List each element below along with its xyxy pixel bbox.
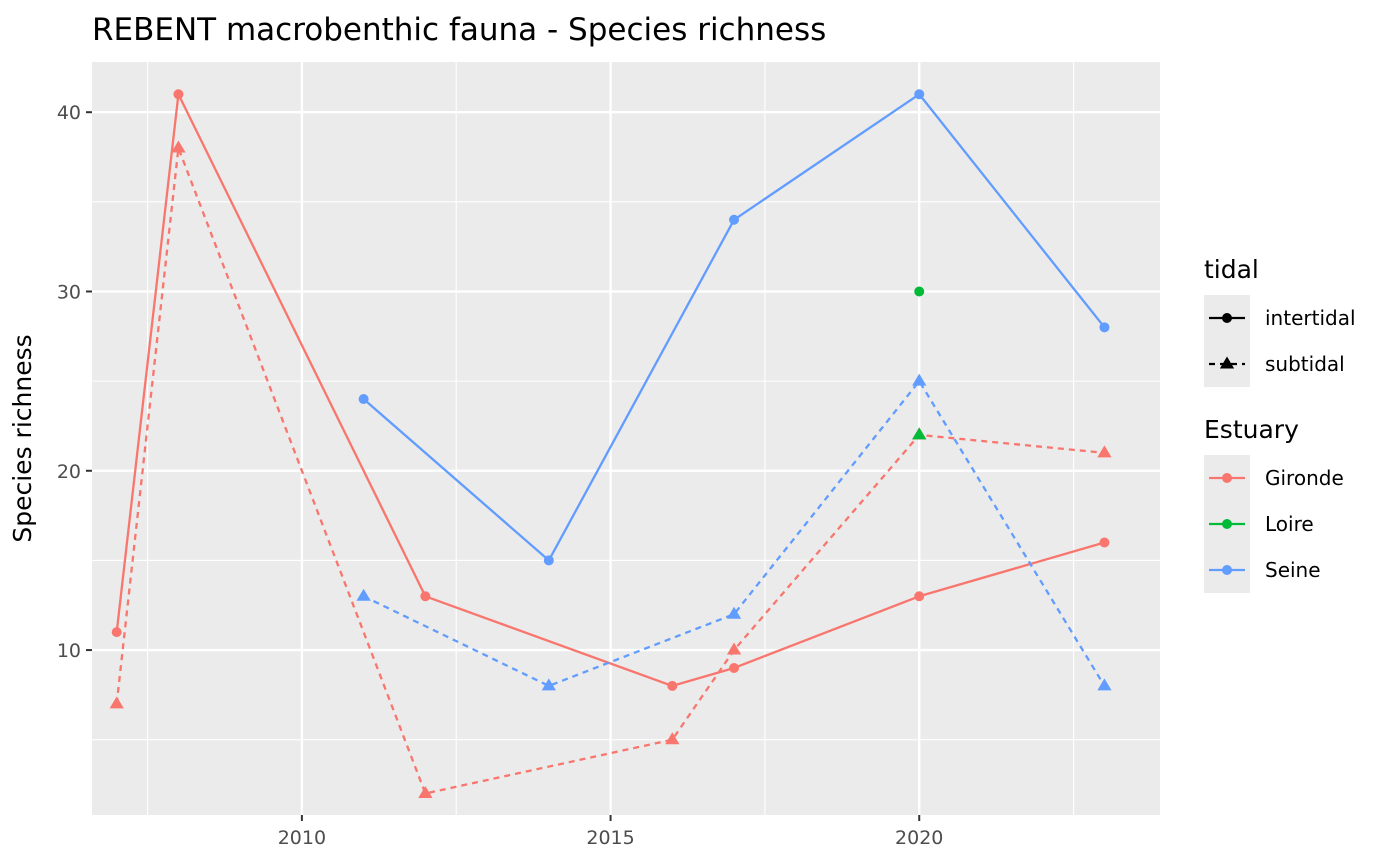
data-point <box>726 642 742 655</box>
data-point <box>543 555 554 566</box>
plot-panel <box>92 62 1160 815</box>
data-point <box>1099 537 1110 548</box>
data-point <box>729 214 740 225</box>
data-point <box>109 696 124 709</box>
legend-key-marker <box>1222 565 1232 575</box>
data-point <box>420 591 431 602</box>
data-point <box>1097 445 1112 458</box>
data-point <box>667 680 678 691</box>
grid-lines <box>92 62 1160 815</box>
data-point <box>726 606 742 619</box>
legend-label: intertidal <box>1265 306 1356 330</box>
series-loire-intertidal <box>914 286 925 297</box>
data-point <box>173 89 184 100</box>
series-gironde-intertidal <box>111 89 1110 691</box>
legend-label: Seine <box>1265 558 1321 582</box>
legend-title: tidal <box>1204 255 1259 284</box>
data-point <box>914 286 925 297</box>
legend-key-marker <box>1222 313 1232 323</box>
legend-label: Loire <box>1265 512 1314 536</box>
legend-key-marker <box>1222 473 1232 483</box>
series-loire-subtidal <box>912 427 927 440</box>
series-line <box>363 379 1106 688</box>
data-point <box>912 373 927 386</box>
data-point <box>665 732 680 745</box>
x-tick-label: 2010 <box>278 827 326 849</box>
data-point <box>914 89 925 100</box>
series-seine-intertidal <box>358 89 1110 566</box>
data-point <box>729 662 740 673</box>
legend-label: Gironde <box>1265 466 1344 490</box>
data-point <box>171 140 186 153</box>
data-point <box>356 588 371 601</box>
axes: 2010 2015 2020 10 20 30 40 <box>57 102 944 849</box>
data-point <box>912 427 927 440</box>
series-seine-subtidal <box>356 373 1112 691</box>
y-axis-label: Species richness <box>8 334 37 542</box>
y-tick-label: 20 <box>57 461 81 483</box>
x-tick-label: 2015 <box>586 827 634 849</box>
legend-key-marker <box>1219 356 1235 369</box>
data-point <box>541 678 556 691</box>
legend-title: Estuary <box>1204 415 1299 444</box>
series-layer <box>109 89 1112 798</box>
chart-title: REBENT macrobenthic fauna - Species rich… <box>92 12 826 48</box>
x-tick-label: 2020 <box>895 827 943 849</box>
legend-label: subtidal <box>1265 352 1345 376</box>
legend-key-marker <box>1222 519 1232 529</box>
data-point <box>358 394 369 405</box>
y-tick-label: 40 <box>57 102 81 124</box>
y-tick-label: 10 <box>57 640 81 662</box>
data-point <box>111 627 122 638</box>
y-tick-label: 30 <box>57 281 81 303</box>
data-point <box>914 591 925 602</box>
data-point <box>1099 322 1110 333</box>
data-point <box>418 785 433 798</box>
data-point <box>1097 678 1112 691</box>
